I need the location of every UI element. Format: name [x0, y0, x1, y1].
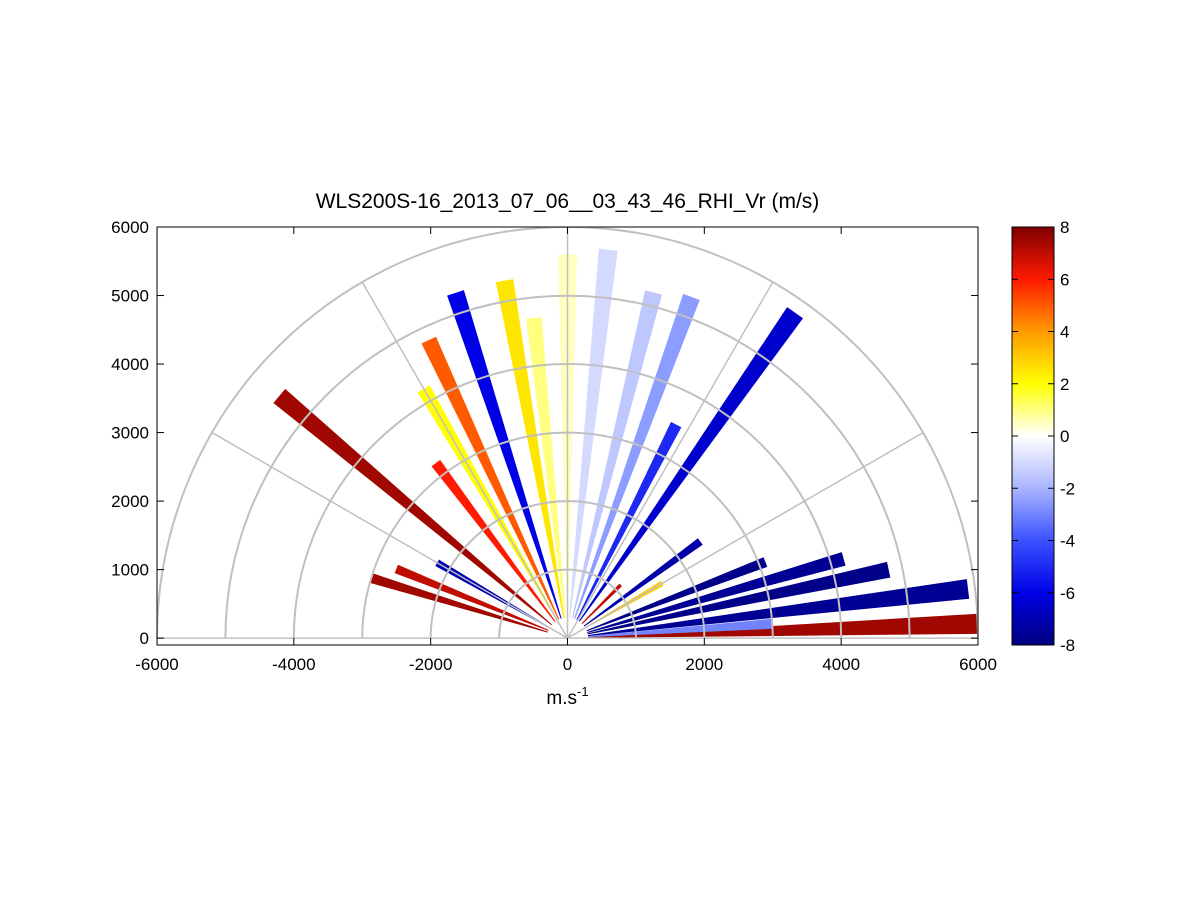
x-tick-label: -6000 — [135, 655, 178, 674]
velocity-beam — [576, 421, 682, 621]
y-tick-label: 3000 — [111, 424, 149, 443]
velocity-beam — [587, 552, 846, 633]
x-tick-label: 6000 — [959, 655, 997, 674]
x-tick-label: -2000 — [409, 655, 452, 674]
velocity-beam — [369, 573, 548, 633]
x-tick-label: 0 — [563, 655, 572, 674]
y-tick-label: 5000 — [111, 287, 149, 306]
x-axis: -6000 -4000 -2000 0 2000 4000 6000 — [135, 227, 997, 674]
colorbar-tick-label: -8 — [1060, 636, 1075, 655]
chart-title: WLS200S-16_2013_07_06__03_43_46_RHI_Vr (… — [316, 190, 820, 213]
velocity-beam — [572, 290, 662, 619]
y-axis: 0 1000 2000 3000 4000 5000 6000 — [111, 218, 978, 648]
colorbar-tick-label: -6 — [1060, 584, 1075, 603]
velocity-beam — [447, 290, 562, 619]
x-tick-label: -4000 — [272, 655, 315, 674]
x-tick-label: 2000 — [685, 655, 723, 674]
velocity-beam — [587, 561, 891, 635]
colorbar-tick-label: -2 — [1060, 479, 1075, 498]
velocity-beam — [526, 317, 566, 618]
velocity-beam — [431, 459, 556, 622]
colorbar: 8 6 4 2 0 -2 -4 -6 -8 — [1011, 218, 1075, 655]
x-tick-label: 4000 — [822, 655, 860, 674]
colorbar-tick-label: 4 — [1060, 323, 1069, 342]
y-tick-label: 6000 — [111, 218, 149, 237]
colorbar-tick-label: 6 — [1060, 270, 1069, 289]
colorbar-tick-label: 8 — [1060, 218, 1069, 237]
velocity-beam — [583, 538, 703, 627]
velocity-beam — [581, 583, 622, 624]
x-axis-label: m.s-1 — [546, 684, 588, 709]
velocity-beam — [421, 336, 560, 620]
colorbar-tick-label: 0 — [1060, 427, 1069, 446]
velocity-beam — [587, 618, 773, 638]
azimuth-spoke — [361, 281, 569, 639]
y-tick-label: 4000 — [111, 355, 149, 374]
velocity-beams — [273, 248, 978, 638]
velocity-beam — [273, 388, 553, 626]
azimuth-spoke — [567, 431, 924, 639]
velocity-beam — [574, 293, 700, 619]
velocity-beam — [587, 579, 970, 637]
azimuth-spoke — [211, 431, 568, 639]
velocity-beam — [495, 279, 565, 618]
colorbar-ticks: 8 6 4 2 0 -2 -4 -6 -8 — [1012, 218, 1075, 655]
y-tick-label: 1000 — [111, 561, 149, 580]
colorbar-tick-label: -4 — [1060, 532, 1075, 551]
colorbar-tick-label: 2 — [1060, 375, 1069, 394]
polar-grid — [157, 227, 978, 639]
velocity-beam — [394, 564, 549, 631]
y-tick-label: 0 — [140, 629, 149, 648]
y-tick-label: 2000 — [111, 492, 149, 511]
velocity-beam — [578, 307, 803, 622]
colorbar-gradient — [1011, 226, 1055, 646]
azimuth-spoke — [566, 281, 774, 639]
